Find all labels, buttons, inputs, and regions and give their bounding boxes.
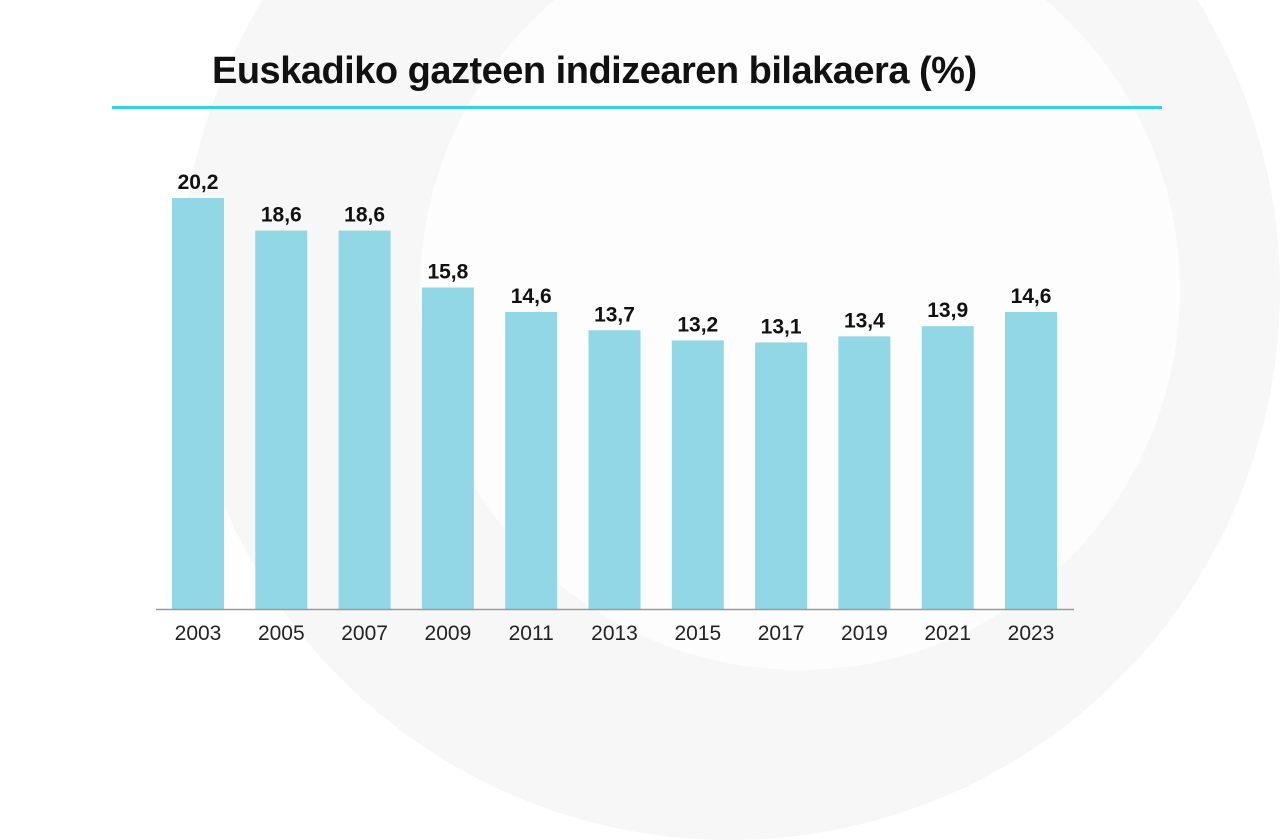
x-tick-label-2013: 2013	[591, 622, 638, 645]
bar-2023	[1005, 311, 1057, 609]
bar-2013	[588, 330, 641, 609]
bar-chart: 20,2 2003 18,6 2005 18,6 2007 15,8 2009 14,6 2011…	[156, 171, 1074, 645]
data-label-2017: 13,1	[761, 315, 802, 338]
x-tick-label-2011: 2011	[509, 622, 554, 645]
bar-2015	[671, 340, 724, 609]
x-tick-label-2005: 2005	[258, 622, 305, 645]
x-tick-label-2003: 2003	[175, 622, 222, 645]
bar-2021	[921, 326, 974, 609]
x-tick-label-2007: 2007	[341, 622, 388, 645]
x-tick-label-2019: 2019	[841, 622, 888, 645]
title-underline	[112, 106, 1162, 109]
data-label-2009: 15,8	[427, 261, 468, 284]
data-label-2023: 14,6	[1011, 285, 1052, 308]
data-label-2007: 18,6	[344, 204, 385, 227]
x-tick-label-2021: 2021	[924, 622, 971, 645]
bar-2017	[755, 342, 808, 609]
data-label-2015: 13,2	[677, 313, 718, 336]
data-label-2005: 18,6	[261, 204, 302, 227]
x-tick-label-2009: 2009	[425, 622, 472, 645]
bar-2009	[421, 287, 474, 609]
data-label-2011: 14,6	[511, 285, 552, 308]
x-tick-label-2023: 2023	[1008, 622, 1055, 645]
data-label-2021: 13,9	[927, 299, 968, 322]
x-tick-label-2015: 2015	[674, 622, 721, 645]
bar-2005	[255, 230, 308, 610]
data-label-2013: 13,7	[594, 303, 635, 326]
bar-2011	[505, 311, 558, 609]
bar-2003	[172, 198, 224, 609]
bar-2019	[838, 336, 891, 609]
x-tick-label-2017: 2017	[758, 622, 805, 645]
data-label-2003: 20,2	[178, 171, 219, 194]
chart-title: Euskadiko gazteen indizearen bilakaera (…	[212, 50, 977, 92]
bar-2007	[338, 230, 391, 610]
data-label-2019: 13,4	[844, 309, 885, 332]
